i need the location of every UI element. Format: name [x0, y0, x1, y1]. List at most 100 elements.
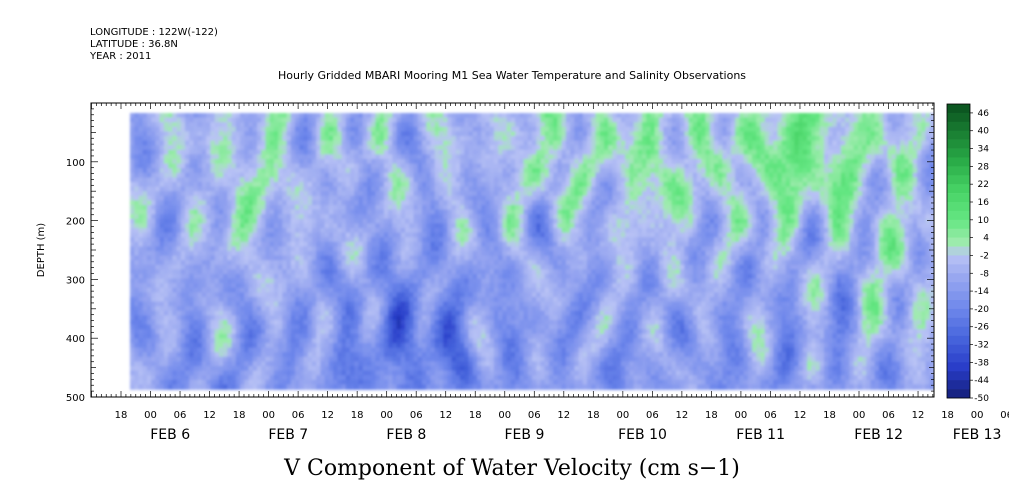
x-date-label: FEB 9 [505, 427, 545, 443]
colorbar-label: 46 [978, 109, 990, 119]
latitude-label: LATITUDE : 36.8N [90, 39, 178, 50]
x-hour-label: 06 [1000, 410, 1009, 421]
colorbar-band [947, 380, 970, 390]
x-hour-label: 06 [646, 410, 659, 421]
x-hour-label: 12 [912, 410, 925, 421]
x-hour-label: 06 [528, 410, 541, 421]
x-axis-label: V Component of Water Velocity (cm s−1) [283, 456, 740, 481]
y-tick-label: 100 [66, 158, 85, 169]
colorbar-label: -2 [980, 251, 989, 261]
y-tick-label: 500 [66, 393, 85, 404]
x-date-label: FEB 12 [854, 427, 903, 443]
y-tick-label: 400 [66, 334, 85, 345]
x-hour-label: 06 [292, 410, 305, 421]
x-hour-label: 00 [735, 410, 748, 421]
colorbar-band [947, 210, 970, 221]
x-hour-label: 18 [941, 410, 954, 421]
colorbar-label: 4 [983, 234, 989, 244]
colorbar-label: -32 [974, 341, 989, 351]
colorbar-label: 16 [978, 198, 990, 208]
x-hour-label: 12 [794, 410, 807, 421]
colorbar-band [947, 184, 970, 194]
plot-area [90, 102, 935, 398]
colorbar-label: -38 [974, 358, 989, 368]
colorbar-band [947, 148, 970, 158]
colorbar-band [947, 175, 970, 185]
colorbar-band [947, 264, 970, 274]
colorbar-band [947, 112, 970, 123]
colorbar-band [947, 130, 970, 140]
y-tick-label: 200 [66, 217, 85, 228]
x-hour-label: 18 [587, 410, 600, 421]
colorbar-band [947, 326, 970, 336]
colorbar-band [947, 121, 970, 132]
colorbar-band [947, 371, 970, 381]
x-hour-label: 18 [705, 410, 718, 421]
x-hour-label: 00 [971, 410, 984, 421]
colorbar-band [947, 139, 970, 149]
y-tick-labels: 100 200 300 400 500 [66, 158, 85, 404]
colorbar-label: -44 [974, 376, 989, 386]
colorbar-labels: 46 40 34 28 22 16 10 4 -2 -8 -14 -20 -26 -32 -38 -44 -50 [970, 109, 989, 404]
colorbar-band [947, 389, 970, 399]
colorbar-band [947, 362, 970, 372]
longitude-label: LONGITUDE : 122W(-122) [90, 27, 218, 38]
x-date-label: FEB 10 [618, 427, 667, 443]
x-hour-label: 06 [764, 410, 777, 421]
colorbar-band [947, 246, 970, 256]
x-hour-label: 12 [676, 410, 689, 421]
x-hour-label: 12 [321, 410, 334, 421]
colorbar-label: -14 [974, 287, 989, 297]
x-hour-label: 00 [853, 410, 866, 421]
colorbar-band [947, 273, 970, 283]
colorbar-label: -50 [974, 394, 989, 404]
x-hour-label: 00 [616, 410, 629, 421]
colorbar-band [947, 291, 970, 301]
x-date-label: FEB 11 [736, 427, 785, 443]
colorbar-label: -20 [974, 305, 989, 315]
x-hour-label: 12 [439, 410, 452, 421]
x-hour-label: 06 [174, 410, 187, 421]
x-hour-label: 06 [410, 410, 423, 421]
chart-title: Hourly Gridded MBARI Mooring M1 Sea Wate… [278, 69, 746, 82]
x-hour-label: 12 [203, 410, 216, 421]
colorbar-frame [946, 103, 971, 399]
colorbar-label: 28 [978, 162, 990, 172]
x-hour-label: 00 [380, 410, 393, 421]
colorbar-band [947, 104, 970, 114]
y-tick-label: 300 [66, 275, 85, 286]
colorbar-label: 10 [978, 216, 990, 226]
colorbar-band [947, 353, 970, 363]
colorbar-label: -26 [974, 323, 989, 333]
colorbar [946, 103, 971, 399]
colorbar-band [947, 317, 970, 328]
colorbar-band [947, 300, 970, 310]
colorbar-band [947, 202, 970, 212]
x-hour-labels: 18 00 06 12 18 00 06 12 18 00 06 12 18 00 06 12 18 00 06 12… [115, 410, 1009, 421]
colorbar-label: 34 [978, 145, 990, 155]
colorbar-band [947, 335, 970, 345]
x-date-label: FEB 6 [150, 427, 190, 443]
colorbar-label: -8 [980, 269, 989, 279]
colorbar-band [947, 166, 970, 176]
x-hour-label: 00 [262, 410, 275, 421]
x-date-labels: FEB 6 FEB 7 FEB 8 FEB 9 FEB 10 FEB 11 FEB 12 FE… [150, 427, 1001, 443]
axis-ticks [91, 102, 934, 398]
x-hour-label: 18 [115, 410, 128, 421]
colorbar-band [947, 237, 970, 247]
x-date-label: FEB 13 [953, 427, 1002, 443]
colorbar-band [947, 157, 970, 167]
colorbar-band [947, 193, 970, 203]
colorbar-band [947, 344, 970, 354]
x-hour-label: 06 [882, 410, 895, 421]
colorbar-band [947, 308, 970, 319]
colorbar-label: 40 [978, 127, 990, 137]
colorbar-label: 22 [978, 180, 989, 190]
year-label: YEAR : 2011 [89, 51, 151, 62]
x-hour-label: 00 [498, 410, 511, 421]
x-hour-label: 18 [823, 410, 836, 421]
colorbar-band [947, 282, 970, 292]
x-date-label: FEB 8 [386, 427, 426, 443]
x-hour-label: 18 [233, 410, 246, 421]
